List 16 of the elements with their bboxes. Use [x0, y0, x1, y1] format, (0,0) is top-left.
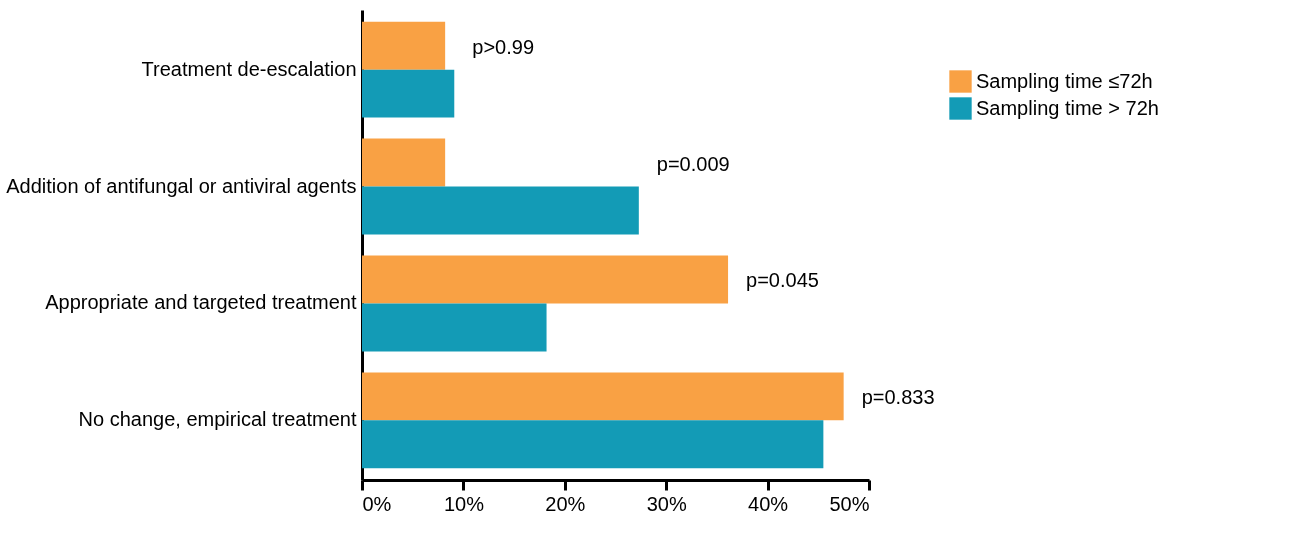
x-tick-label: 30% [646, 492, 687, 515]
annotation: p=0.009 [656, 152, 730, 175]
y-tick-label: Appropriate and targeted treatment [45, 291, 357, 314]
y-tick-label: No change, empirical treatment [78, 408, 357, 431]
x-tick-label: 40% [748, 492, 789, 515]
y-tick-label: Treatment de-escalation [141, 57, 357, 80]
x-tick-label: 50% [829, 492, 870, 515]
legend-label: Sampling time ≤72h [976, 69, 1153, 92]
x-tick-label: 20% [545, 492, 586, 515]
annotation: p>0.99 [472, 35, 535, 58]
x-tick-label: 0% [362, 492, 392, 515]
legend-label: Sampling time > 72h [976, 96, 1159, 119]
y-tick-label: Addition of antifungal or antiviral agents [6, 174, 357, 197]
x-tick-label: 10% [443, 492, 485, 515]
annotation: p=0.045 [746, 269, 819, 292]
annotation: p=0.833 [861, 386, 935, 409]
